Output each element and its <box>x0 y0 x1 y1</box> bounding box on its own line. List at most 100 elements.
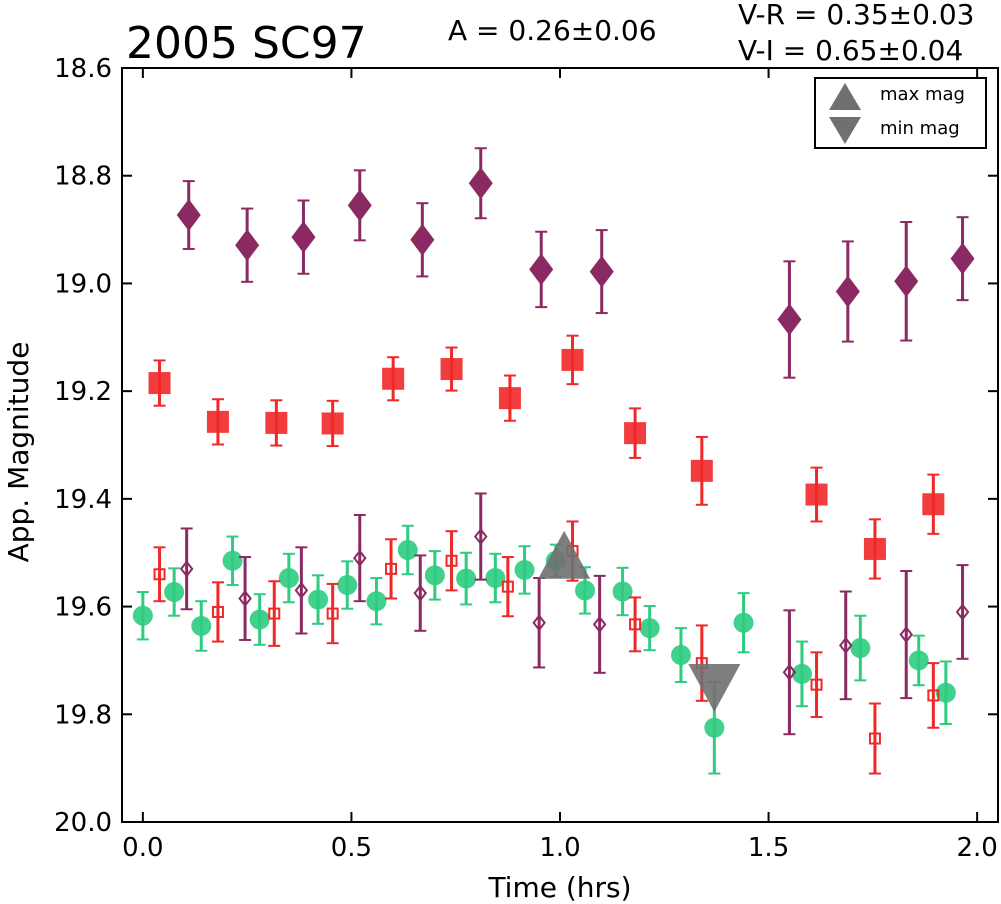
data-point <box>485 568 506 589</box>
data-point <box>868 732 881 745</box>
data-point <box>268 607 281 620</box>
y-tick-label: 19.6 <box>54 593 112 623</box>
ticks-layer: 0.0 0.5 1.0 1.5 2.0 18.6 18.8 19.0 19.2 19.4 19.6 1… <box>54 54 998 863</box>
data-point <box>424 565 445 586</box>
legend: max mag min mag <box>814 77 987 149</box>
y-axis-label: App. Magnitude <box>2 342 35 563</box>
data-point <box>589 255 614 288</box>
data-point <box>810 678 823 691</box>
data-point <box>456 568 477 589</box>
color-index-v-r: V-R = 0.35±0.03 <box>738 0 974 31</box>
data-point <box>206 410 229 433</box>
y-tick-label: 19.8 <box>54 700 112 730</box>
data-point <box>321 412 344 435</box>
x-tick-label: 0.0 <box>122 833 163 863</box>
data-point <box>899 625 914 644</box>
series-2-circle-filled <box>132 524 956 775</box>
data-point <box>352 549 367 567</box>
plot-frame <box>121 67 999 823</box>
x-tick-label: 1.0 <box>539 833 580 863</box>
data-point <box>863 537 886 560</box>
data-point <box>308 589 329 610</box>
data-point <box>468 167 493 200</box>
data-point <box>592 615 607 633</box>
data-point <box>908 650 929 671</box>
data-point <box>850 638 871 659</box>
color-index-v-i: V-I = 0.65±0.04 <box>738 34 963 67</box>
data-point <box>612 581 633 602</box>
data-point <box>575 580 596 601</box>
data-point <box>385 562 398 575</box>
data-point <box>176 199 201 232</box>
data-point <box>132 605 153 626</box>
data-point <box>164 582 185 603</box>
data-point <box>501 580 514 593</box>
data-point <box>838 636 853 654</box>
data-point <box>639 618 660 639</box>
y-tick-label: 18.8 <box>54 162 112 192</box>
data-point <box>894 265 919 298</box>
data-point <box>326 607 339 620</box>
legend-min-mag-label: min mag <box>880 118 960 139</box>
data-point <box>413 584 428 602</box>
chart-header: 2005 SC97 A = 0.26±0.06 V-R = 0.35±0.03 … <box>126 0 974 69</box>
data-point <box>777 303 802 336</box>
data-point <box>514 559 535 580</box>
data-point <box>629 618 642 631</box>
data-point <box>950 242 975 275</box>
amplitude-annotation: A = 0.26±0.06 <box>448 14 657 47</box>
x-tick-label: 2.0 <box>956 833 997 863</box>
y-tick-label: 20.0 <box>54 808 112 838</box>
data-point <box>835 275 860 308</box>
data-point <box>561 348 584 371</box>
data-point <box>922 493 945 516</box>
y-tick-label: 19.2 <box>54 377 112 407</box>
data-point <box>690 459 713 482</box>
data-point <box>805 483 828 506</box>
data-point <box>782 663 797 681</box>
data-point <box>366 591 387 612</box>
series-4-diamond-open <box>179 492 970 736</box>
data-point <box>955 603 970 621</box>
data-point <box>733 612 754 633</box>
y-tick-label: 19.4 <box>54 485 112 515</box>
legend-max-mag-marker <box>829 83 861 110</box>
data-point <box>935 682 956 703</box>
data-point <box>265 411 288 434</box>
data-point <box>445 554 458 567</box>
data-layer <box>132 147 975 775</box>
data-point <box>670 645 691 666</box>
data-point <box>624 422 647 445</box>
x-tick-label: 0.5 <box>331 833 372 863</box>
data-point <box>347 189 372 222</box>
chart-title: 2005 SC97 <box>126 18 367 69</box>
data-point <box>498 387 521 410</box>
series-1-square-filled <box>148 334 945 580</box>
data-point <box>179 560 194 578</box>
data-point <box>532 614 546 632</box>
data-point <box>249 609 270 630</box>
data-point <box>278 568 299 589</box>
data-point <box>529 253 554 286</box>
data-point <box>294 581 309 600</box>
data-point <box>291 221 316 254</box>
data-point <box>191 615 212 636</box>
data-point <box>704 717 725 738</box>
data-point <box>440 358 463 381</box>
data-point <box>927 689 940 702</box>
legend-min-mag-marker <box>829 117 861 144</box>
data-point <box>235 229 260 262</box>
data-point <box>153 568 166 581</box>
data-point <box>211 605 224 618</box>
min-mag-marker <box>688 663 741 712</box>
x-tick-label: 1.5 <box>748 833 789 863</box>
data-point <box>410 223 435 256</box>
data-point <box>148 372 171 395</box>
x-axis-label: Time (hrs) <box>487 871 631 904</box>
data-point <box>337 575 358 596</box>
data-point <box>473 527 488 546</box>
data-point <box>397 540 418 561</box>
data-point <box>382 367 405 390</box>
data-point <box>791 663 812 684</box>
